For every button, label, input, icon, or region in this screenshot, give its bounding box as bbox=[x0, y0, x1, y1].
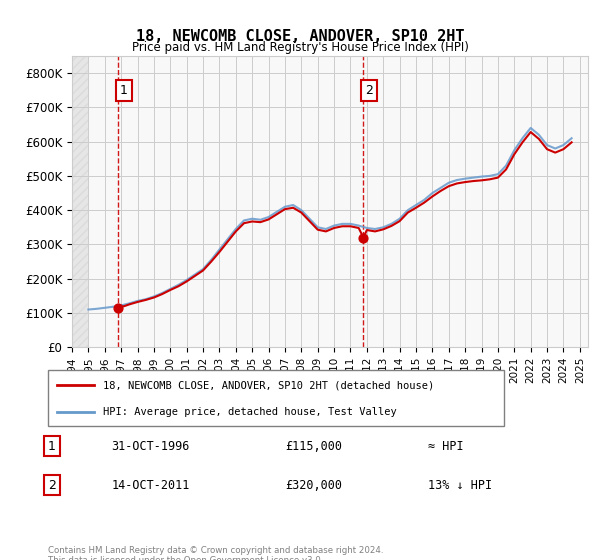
Text: HPI: Average price, detached house, Test Valley: HPI: Average price, detached house, Test… bbox=[103, 407, 397, 417]
Text: 1: 1 bbox=[120, 84, 128, 97]
Text: 31-OCT-1996: 31-OCT-1996 bbox=[112, 440, 190, 452]
Text: 18, NEWCOMB CLOSE, ANDOVER, SP10 2HT (detached house): 18, NEWCOMB CLOSE, ANDOVER, SP10 2HT (de… bbox=[103, 380, 434, 390]
Text: 13% ↓ HPI: 13% ↓ HPI bbox=[428, 479, 492, 492]
Text: Price paid vs. HM Land Registry's House Price Index (HPI): Price paid vs. HM Land Registry's House … bbox=[131, 41, 469, 54]
Text: ≈ HPI: ≈ HPI bbox=[428, 440, 464, 452]
Text: £320,000: £320,000 bbox=[286, 479, 343, 492]
FancyBboxPatch shape bbox=[48, 370, 504, 426]
Text: £115,000: £115,000 bbox=[286, 440, 343, 452]
Text: 14-OCT-2011: 14-OCT-2011 bbox=[112, 479, 190, 492]
Point bbox=[359, 233, 368, 242]
Text: Contains HM Land Registry data © Crown copyright and database right 2024.
This d: Contains HM Land Registry data © Crown c… bbox=[48, 546, 383, 560]
Point bbox=[113, 304, 123, 312]
Text: 18, NEWCOMB CLOSE, ANDOVER, SP10 2HT: 18, NEWCOMB CLOSE, ANDOVER, SP10 2HT bbox=[136, 29, 464, 44]
Bar bbox=[72, 56, 88, 347]
Text: 2: 2 bbox=[48, 479, 56, 492]
Text: 1: 1 bbox=[48, 440, 56, 452]
Text: 2: 2 bbox=[365, 84, 373, 97]
